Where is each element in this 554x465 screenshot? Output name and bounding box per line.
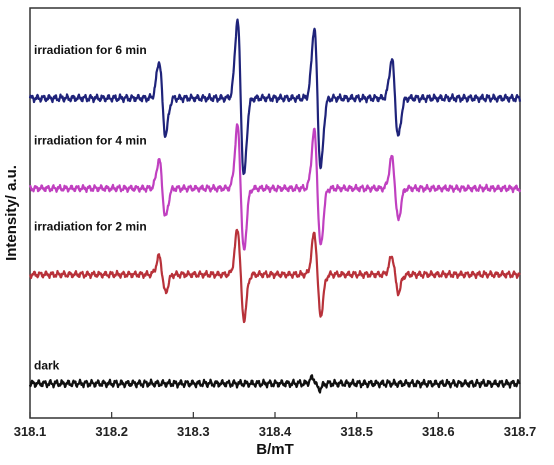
traces-group: [28, 18, 522, 394]
series-label: irradiation for 2 min: [34, 220, 147, 234]
series-label: dark: [34, 359, 60, 373]
series-line: [28, 123, 522, 251]
x-tick-label: 318.1: [14, 424, 47, 439]
series-label: irradiation for 6 min: [34, 43, 147, 57]
x-tick-label: 318.6: [422, 424, 455, 439]
series-label: irradiation for 4 min: [34, 133, 147, 147]
series-line: [29, 228, 521, 324]
x-axis-title: B/mT: [256, 441, 294, 458]
trace-labels-group: irradiation for 6 min irradiation for 4 m…: [34, 43, 147, 372]
plot-frame: [29, 7, 521, 419]
y-axis-title: Intensity/ a.u.: [3, 165, 20, 261]
x-ticks-group: 318.1 318.2 318.3 318.4 318.5 318.6 318.7: [14, 412, 537, 439]
series-line: [28, 374, 521, 394]
series-line: [28, 18, 522, 176]
x-tick-label: 318.2: [95, 424, 128, 439]
x-tick-label: 318.3: [177, 424, 210, 439]
x-tick-label: 318.4: [259, 424, 292, 439]
x-tick-label: 318.5: [340, 424, 373, 439]
x-tick-label: 318.7: [504, 424, 537, 439]
